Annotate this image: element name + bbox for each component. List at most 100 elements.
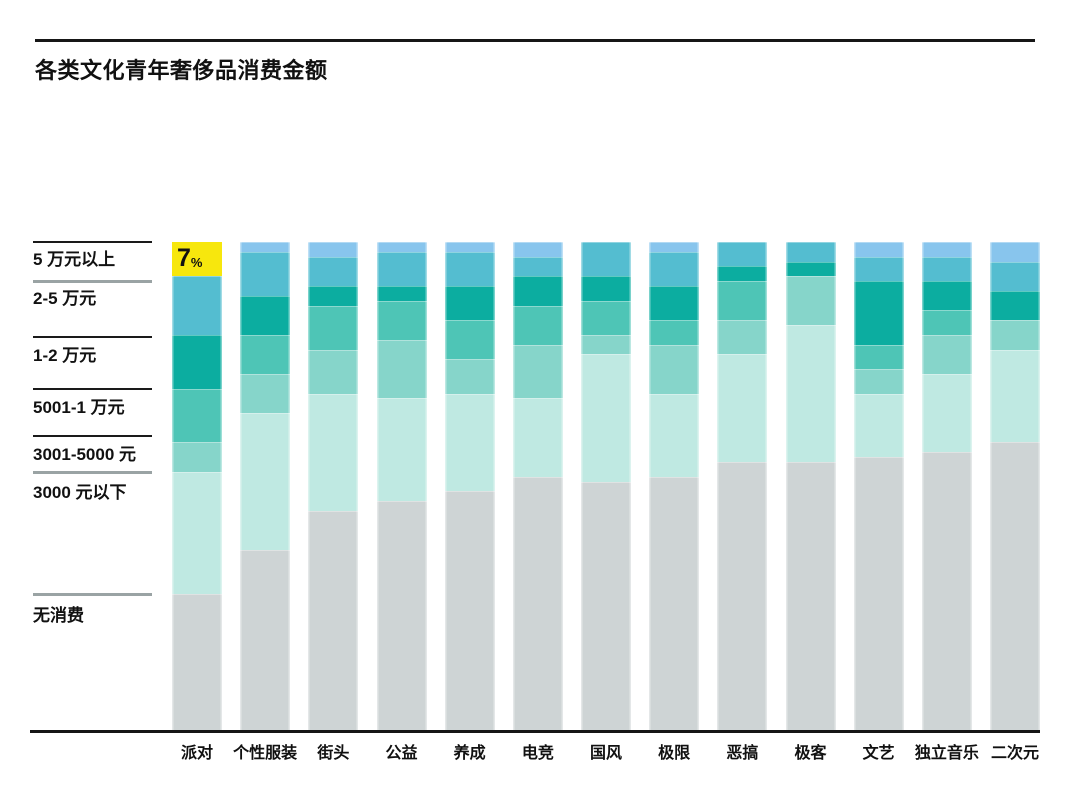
segment-3000 元以下 bbox=[853, 393, 904, 458]
segment-5 万元以上 bbox=[649, 242, 700, 252]
segment-无消费 bbox=[376, 501, 427, 731]
highlight-unit: % bbox=[190, 255, 203, 270]
segment-无消费 bbox=[921, 452, 972, 731]
segment-1-2 万元 bbox=[376, 285, 427, 301]
segment-3001-5000 元 bbox=[172, 442, 222, 472]
legend-line-5 万元以上 bbox=[33, 241, 152, 243]
segment-5001-1 万元 bbox=[649, 320, 700, 345]
segment-2-5 万元 bbox=[172, 276, 222, 335]
legend-line-5001-1 万元 bbox=[33, 388, 152, 390]
segment-3001-5000 元 bbox=[376, 339, 427, 399]
segment-3001-5000 元 bbox=[649, 344, 700, 394]
segment-5 万元以上 bbox=[990, 242, 1041, 262]
segment-3001-5000 元 bbox=[512, 344, 563, 399]
legend-line-1-2 万元 bbox=[33, 336, 152, 338]
legend-label-5 万元以上: 5 万元以上 bbox=[33, 250, 116, 269]
chart-title: 各类文化青年奢侈品消费金额 bbox=[35, 58, 328, 83]
segment-2-5 万元 bbox=[717, 242, 768, 267]
bar-个性服装 bbox=[240, 242, 291, 731]
legend-label-3001-5000 元: 3001-5000 元 bbox=[33, 445, 137, 464]
segment-无消费 bbox=[581, 481, 632, 731]
segment-1-2 万元 bbox=[240, 295, 291, 335]
legend-label-无消费: 无消费 bbox=[33, 606, 84, 625]
segment-5001-1 万元 bbox=[717, 281, 768, 321]
bar-养成 bbox=[444, 242, 495, 731]
segment-2-5 万元 bbox=[990, 261, 1041, 291]
segment-1-2 万元 bbox=[990, 290, 1041, 321]
segment-1-2 万元 bbox=[717, 266, 768, 282]
highlighted-segment-5 万元以上: 7% bbox=[172, 242, 222, 277]
segment-3001-5000 元 bbox=[921, 334, 972, 374]
bar-二次元 bbox=[990, 242, 1041, 731]
segment-2-5 万元 bbox=[581, 242, 632, 277]
segment-1-2 万元 bbox=[581, 276, 632, 301]
segment-5 万元以上 bbox=[444, 242, 495, 252]
bar-文艺 bbox=[853, 242, 904, 731]
segment-5001-1 万元 bbox=[581, 300, 632, 335]
segment-1-2 万元 bbox=[853, 281, 904, 345]
segment-1-2 万元 bbox=[172, 334, 222, 389]
legend-line-2-5 万元 bbox=[33, 280, 152, 283]
segment-1-2 万元 bbox=[444, 285, 495, 321]
segment-3001-5000 元 bbox=[581, 334, 632, 355]
x-axis-label-二次元: 二次元 bbox=[991, 745, 1040, 762]
legend-line-3001-5000 元 bbox=[33, 435, 152, 437]
segment-5001-1 万元 bbox=[172, 388, 222, 443]
segment-5 万元以上 bbox=[376, 242, 427, 252]
segment-3000 元以下 bbox=[649, 393, 700, 477]
segment-1-2 万元 bbox=[512, 276, 563, 306]
segment-3000 元以下 bbox=[581, 354, 632, 482]
segment-2-5 万元 bbox=[785, 242, 836, 262]
x-axis-label-个性服装: 个性服装 bbox=[233, 745, 298, 762]
segment-3000 元以下 bbox=[990, 349, 1041, 443]
segment-2-5 万元 bbox=[444, 251, 495, 286]
segment-3000 元以下 bbox=[240, 413, 291, 550]
x-axis-label-养成: 养成 bbox=[453, 745, 486, 762]
bars-area: 7% bbox=[172, 242, 1041, 731]
bar-独立音乐 bbox=[921, 242, 972, 731]
segment-5001-1 万元 bbox=[921, 310, 972, 335]
segment-无消费 bbox=[649, 476, 700, 731]
segment-5 万元以上 bbox=[921, 242, 972, 257]
x-axis-label-公益: 公益 bbox=[385, 745, 418, 762]
segment-3000 元以下 bbox=[376, 398, 427, 502]
segment-3001-5000 元 bbox=[444, 359, 495, 394]
segment-无消费 bbox=[308, 510, 359, 731]
x-axis-label-极客: 极客 bbox=[794, 745, 827, 762]
segment-3001-5000 元 bbox=[240, 373, 291, 414]
segment-3001-5000 元 bbox=[717, 320, 768, 355]
bar-恶搞 bbox=[717, 242, 768, 731]
segment-无消费 bbox=[853, 457, 904, 731]
segment-3001-5000 元 bbox=[785, 276, 836, 326]
segment-3001-5000 元 bbox=[308, 349, 359, 394]
highlight-value: 7 bbox=[177, 244, 191, 272]
bar-电竞 bbox=[512, 242, 563, 731]
bar-街头 bbox=[308, 242, 359, 731]
segment-无消费 bbox=[717, 462, 768, 731]
segment-3001-5000 元 bbox=[853, 369, 904, 394]
legend-label-3000 元以下: 3000 元以下 bbox=[33, 483, 127, 502]
legend-label-5001-1 万元: 5001-1 万元 bbox=[33, 398, 125, 417]
segment-5 万元以上 bbox=[853, 242, 904, 257]
legend-label-2-5 万元: 2-5 万元 bbox=[33, 289, 97, 308]
bar-派对: 7% bbox=[172, 242, 222, 731]
segment-3000 元以下 bbox=[172, 471, 222, 595]
segment-3000 元以下 bbox=[785, 325, 836, 462]
segment-3000 元以下 bbox=[921, 373, 972, 453]
legend-label-1-2 万元: 1-2 万元 bbox=[33, 346, 97, 365]
x-axis-label-文艺: 文艺 bbox=[862, 745, 895, 762]
x-axis-line bbox=[30, 730, 1040, 733]
segment-2-5 万元 bbox=[308, 256, 359, 286]
segment-无消费 bbox=[444, 491, 495, 731]
legend-line-3000 元以下 bbox=[33, 471, 152, 474]
x-axis-label-恶搞: 恶搞 bbox=[726, 745, 759, 762]
segment-5001-1 万元 bbox=[853, 344, 904, 370]
segment-5 万元以上 bbox=[240, 242, 291, 252]
segment-2-5 万元 bbox=[512, 256, 563, 277]
segment-无消费 bbox=[990, 442, 1041, 731]
bar-公益 bbox=[376, 242, 427, 731]
segment-2-5 万元 bbox=[649, 251, 700, 286]
segment-1-2 万元 bbox=[649, 285, 700, 321]
segment-2-5 万元 bbox=[921, 256, 972, 282]
